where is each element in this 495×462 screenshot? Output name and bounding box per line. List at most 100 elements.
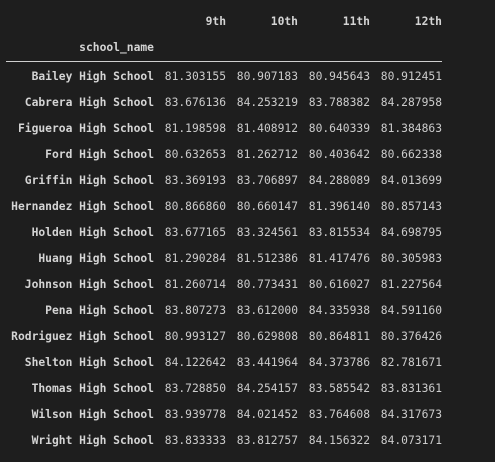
row-index-label: Wright High School <box>31 434 154 447</box>
table-row: Rodriguez High School 80.993127 80.629808 8… <box>6 324 442 350</box>
table-cell: 80.305983 <box>380 252 442 265</box>
table-cell: 84.591160 <box>380 304 442 317</box>
table-cell: 80.403642 <box>308 148 370 161</box>
table-cell: 80.866860 <box>164 200 226 213</box>
table-cell: 84.288089 <box>308 174 370 187</box>
table-cell: 83.812757 <box>236 434 298 447</box>
table-cell: 80.993127 <box>164 330 226 343</box>
table-cell: 83.676136 <box>164 96 226 109</box>
row-index-label: Johnson High School <box>24 278 154 291</box>
table-cell: 84.122642 <box>164 356 226 369</box>
table-cell: 83.324561 <box>236 226 298 239</box>
table-cell: 84.698795 <box>380 226 442 239</box>
table-row: Shelton High School 84.122642 83.441964 84.… <box>6 350 442 376</box>
table-cell: 83.807273 <box>164 304 226 317</box>
table-cell: 83.788382 <box>308 96 370 109</box>
row-index-label: Ford High School <box>45 148 154 161</box>
table-cell: 84.021452 <box>236 408 298 421</box>
table-cell: 81.198598 <box>164 122 226 135</box>
column-header-row: 9th 10th 11th 12th <box>6 9 442 35</box>
table-row: Pena High School 83.807273 83.612000 84.335… <box>6 298 442 324</box>
column-header-11th: 11th <box>342 15 370 28</box>
table-cell: 83.833333 <box>164 434 226 447</box>
table-cell: 83.441964 <box>236 356 298 369</box>
table-cell: 80.945643 <box>308 70 370 83</box>
table-cell: 84.373786 <box>308 356 370 369</box>
index-name: school_name <box>6 35 154 62</box>
table-cell: 83.677165 <box>164 226 226 239</box>
table-row: Bailey High School 81.303155 80.907183 80.9… <box>6 62 442 91</box>
table-cell: 84.287958 <box>380 96 442 109</box>
table-cell: 80.629808 <box>236 330 298 343</box>
table-cell: 80.662338 <box>380 148 442 161</box>
table-cell: 83.939778 <box>164 408 226 421</box>
table-row: Cabrera High School 83.676136 84.253219 83.… <box>6 90 442 116</box>
column-header-12th: 12th <box>414 15 442 28</box>
table-cell: 81.260714 <box>164 278 226 291</box>
row-index-label: Thomas High School <box>31 382 154 395</box>
row-index-label: Shelton High School <box>24 356 154 369</box>
table-cell: 80.864811 <box>308 330 370 343</box>
row-index-label: Pena High School <box>45 304 154 317</box>
table-cell: 84.254157 <box>236 382 298 395</box>
column-header-10th: 10th <box>270 15 298 28</box>
column-header-9th: 9th <box>205 15 226 28</box>
table-row: Ford High School 80.632653 81.262712 80.403… <box>6 142 442 168</box>
table-cell: 84.156322 <box>308 434 370 447</box>
table-cell: 80.773431 <box>236 278 298 291</box>
table-cell: 80.857143 <box>380 200 442 213</box>
row-index-label: Holden High School <box>31 226 154 239</box>
table-cell: 83.612000 <box>236 304 298 317</box>
table-cell: 81.262712 <box>236 148 298 161</box>
table-cell: 81.384863 <box>380 122 442 135</box>
table-cell: 81.417476 <box>308 252 370 265</box>
table-cell: 80.907183 <box>236 70 298 83</box>
row-index-label: Rodriguez High School <box>11 330 154 343</box>
table-cell: 84.253219 <box>236 96 298 109</box>
table-cell: 83.369193 <box>164 174 226 187</box>
table-cell: 83.815534 <box>308 226 370 239</box>
table-cell: 80.632653 <box>164 148 226 161</box>
table-cell: 83.728850 <box>164 382 226 395</box>
table-cell: 81.290284 <box>164 252 226 265</box>
row-index-label: Huang High School <box>38 252 154 265</box>
table-row: Thomas High School 83.728850 84.254157 83.5… <box>6 376 442 402</box>
table-cell: 80.640339 <box>308 122 370 135</box>
row-index-label: Hernandez High School <box>11 200 154 213</box>
table-cell: 80.660147 <box>236 200 298 213</box>
table-cell: 80.376426 <box>380 330 442 343</box>
table-row: Hernandez High School 80.866860 80.660147 8… <box>6 194 442 220</box>
table-cell: 82.781671 <box>380 356 442 369</box>
table-cell: 83.831361 <box>380 382 442 395</box>
table-cell: 83.764608 <box>308 408 370 421</box>
table-cell: 83.706897 <box>236 174 298 187</box>
table-cell: 84.013699 <box>380 174 442 187</box>
table-cell: 84.317673 <box>380 408 442 421</box>
table-cell: 81.227564 <box>380 278 442 291</box>
corner-cell <box>6 9 154 35</box>
table-cell: 81.396140 <box>308 200 370 213</box>
dataframe-table: 9th 10th 11th 12th school_name Bailey Hi… <box>6 9 442 454</box>
table-row: Wilson High School 83.939778 84.021452 83.7… <box>6 402 442 428</box>
table-cell: 81.408912 <box>236 122 298 135</box>
table-row: Huang High School 81.290284 81.512386 81.41… <box>6 246 442 272</box>
table-cell: 83.585542 <box>308 382 370 395</box>
row-index-label: Griffin High School <box>24 174 154 187</box>
table-cell: 80.616027 <box>308 278 370 291</box>
row-index-label: Figueroa High School <box>17 122 154 135</box>
table-row: Johnson High School 81.260714 80.773431 80.… <box>6 272 442 298</box>
row-index-label: Cabrera High School <box>24 96 154 109</box>
table-row: Wright High School 83.833333 83.812757 84.1… <box>6 428 442 454</box>
table-row: Griffin High School 83.369193 83.706897 84.… <box>6 168 442 194</box>
table-row: Holden High School 83.677165 83.324561 83.8… <box>6 220 442 246</box>
row-index-label: Bailey High School <box>31 70 154 83</box>
table-body: Bailey High School 81.303155 80.907183 80.9… <box>6 62 442 455</box>
table-cell: 80.912451 <box>380 70 442 83</box>
table-row: Figueroa High School 81.198598 81.408912 80… <box>6 116 442 142</box>
row-index-label: Wilson High School <box>31 408 154 421</box>
table-cell: 84.335938 <box>308 304 370 317</box>
index-name-row: school_name <box>6 35 442 62</box>
table-cell: 81.303155 <box>164 70 226 83</box>
table-cell: 81.512386 <box>236 252 298 265</box>
